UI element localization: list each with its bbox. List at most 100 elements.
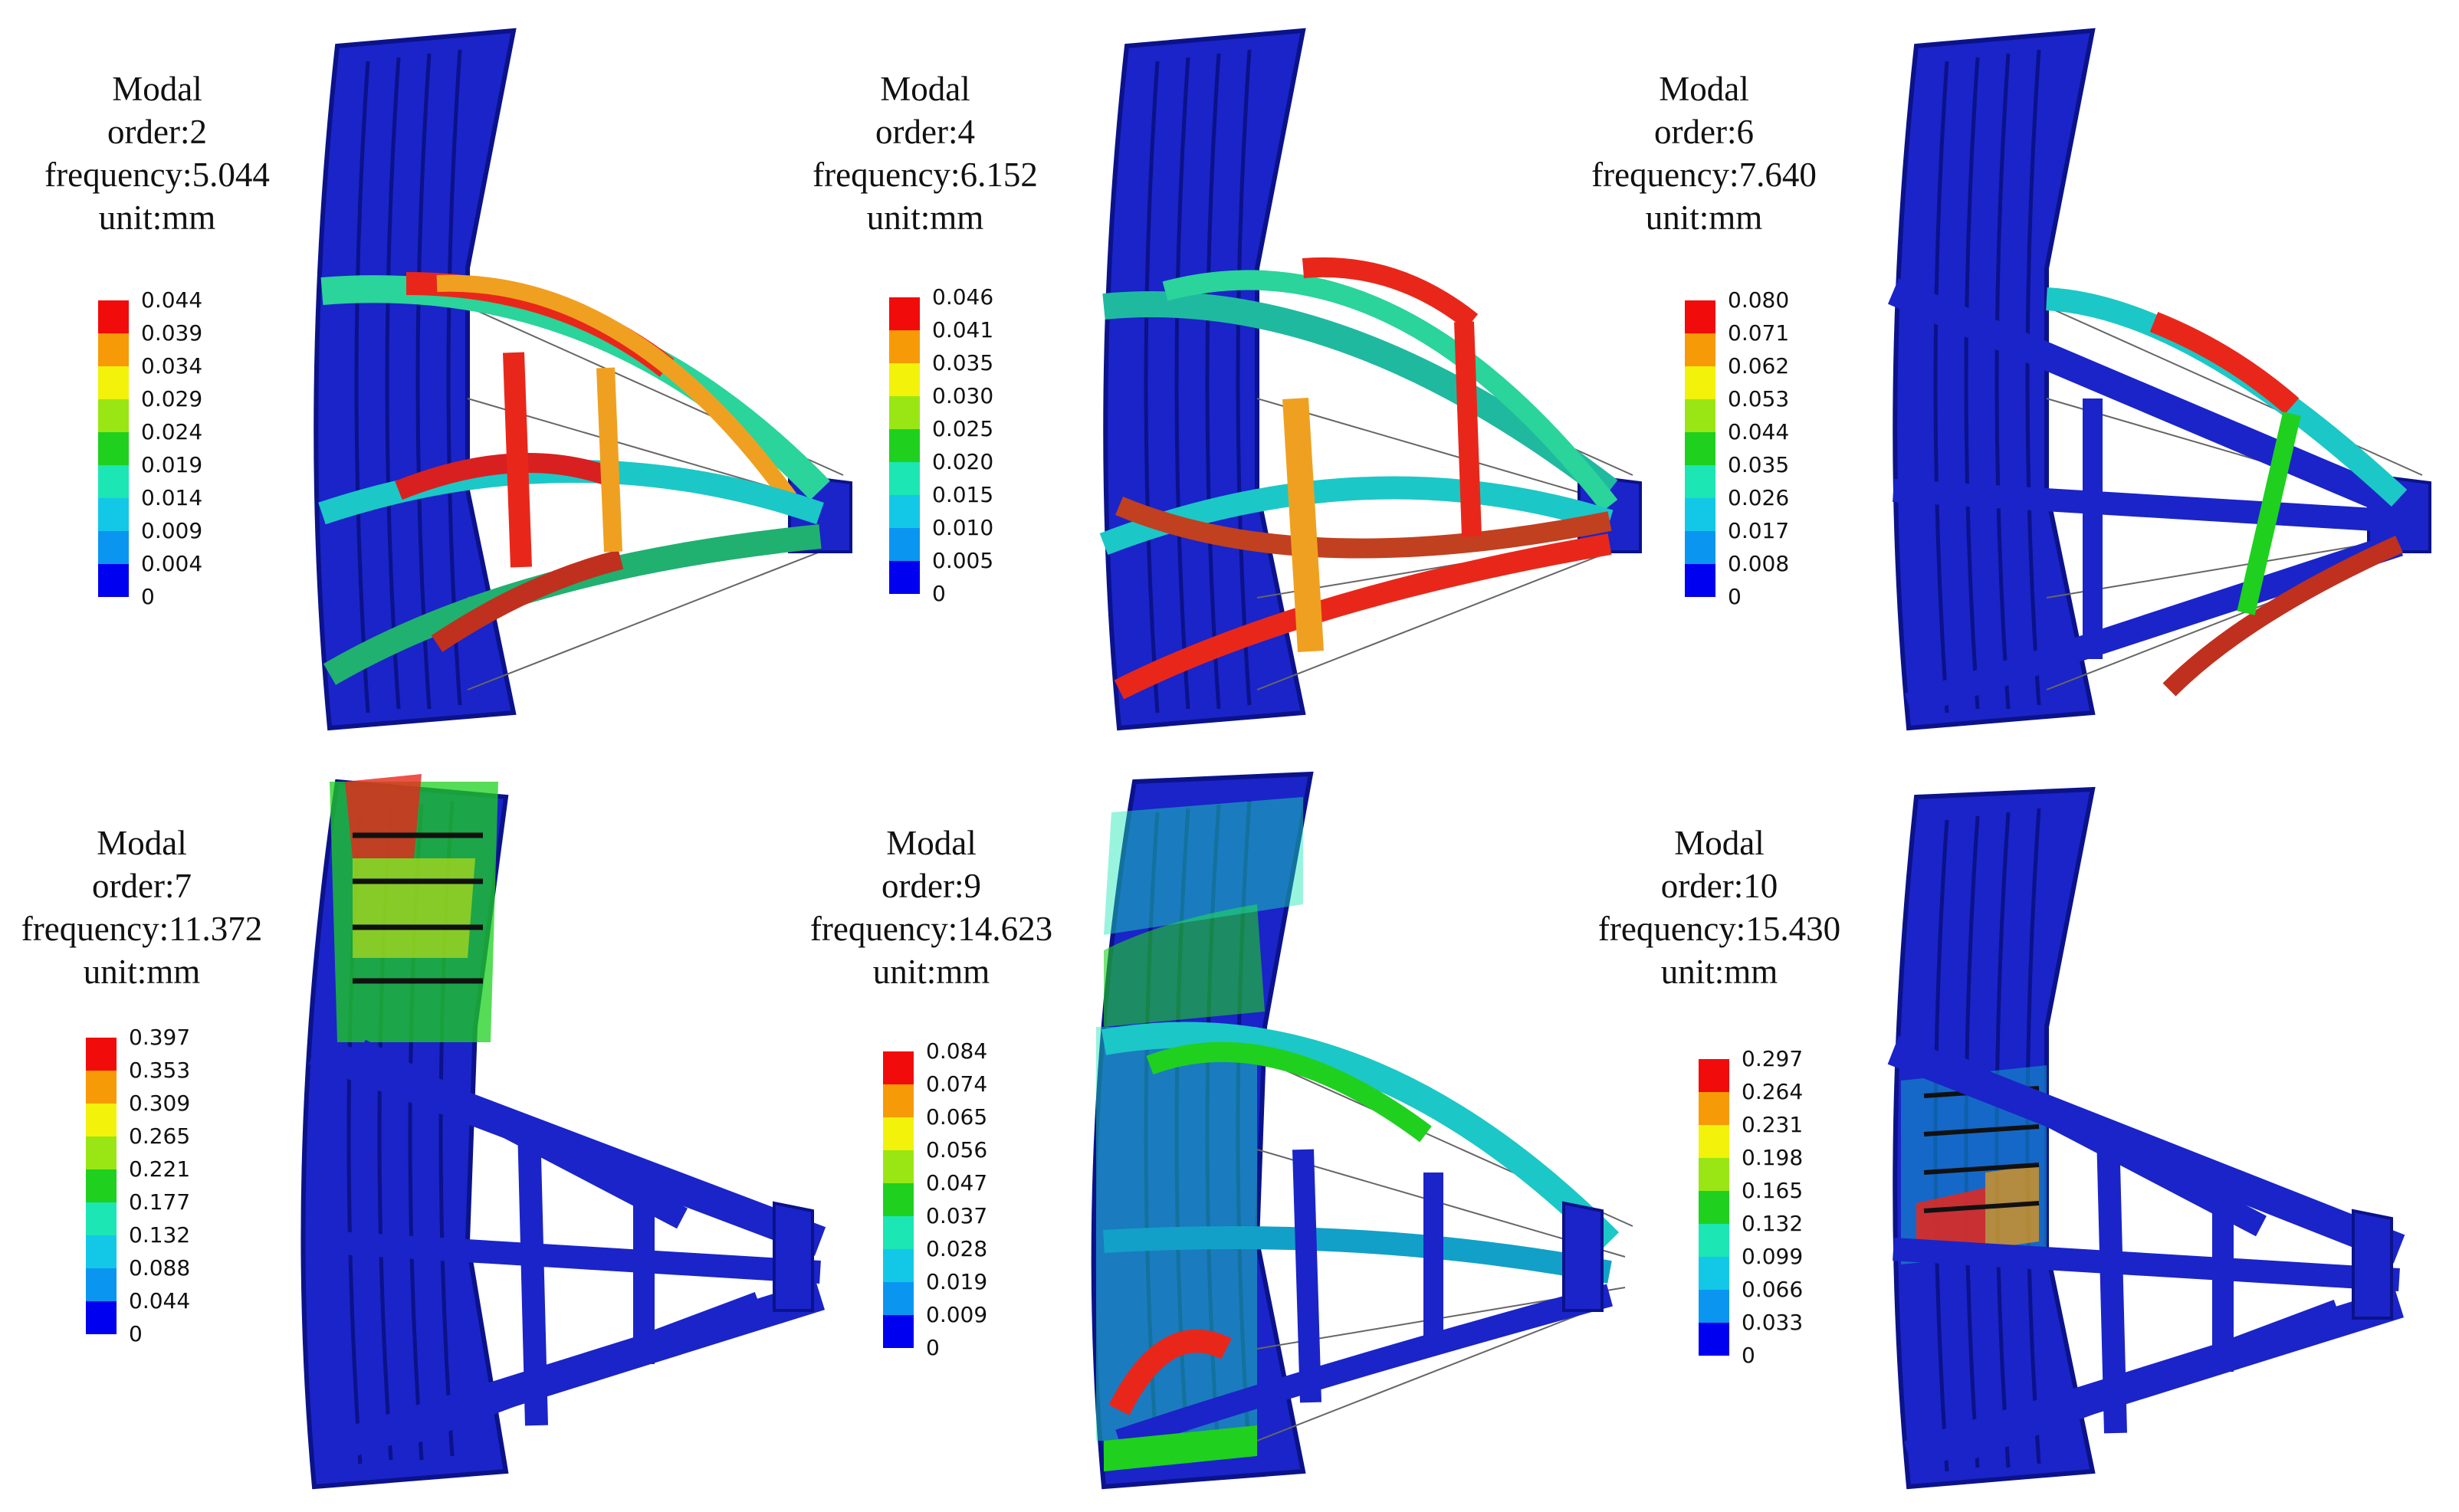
mid-chord xyxy=(1893,479,2400,533)
legend-label: 0.198 xyxy=(1742,1145,1804,1170)
legend-label: 0.035 xyxy=(1728,452,1790,477)
vertical-member xyxy=(1454,321,1482,537)
upper-chord xyxy=(1101,1022,1620,1251)
legend-label: 0.037 xyxy=(926,1203,988,1228)
panel-title: Modal order:2 frequency:5.044 unit:mm xyxy=(31,67,284,239)
legend-label: 0.015 xyxy=(932,482,994,507)
top-panel-hot xyxy=(345,774,422,858)
title-frequency: frequency:11.372 xyxy=(21,910,263,948)
legend-label: 0.297 xyxy=(1742,1046,1804,1071)
legend-swatch-red xyxy=(889,297,920,330)
legend-label: 0 xyxy=(932,581,946,606)
legend-swatch-yellow-green xyxy=(889,396,920,429)
lower-chord-2 xyxy=(386,1291,763,1452)
lower-chord-green xyxy=(1104,1425,1257,1471)
legend-swatch-teal xyxy=(1685,465,1715,498)
legend-swatch-green xyxy=(98,432,129,465)
legend-label: 0.010 xyxy=(932,515,994,540)
legend-swatch-teal xyxy=(86,1202,117,1235)
legend-label: 0.041 xyxy=(932,317,994,343)
title-order: order:6 xyxy=(1654,113,1754,151)
legend-swatch-green xyxy=(1685,432,1715,465)
upper-chord xyxy=(1887,278,2405,519)
legend-label: 0.004 xyxy=(141,551,203,576)
title-frequency: frequency:7.640 xyxy=(1591,156,1817,194)
column-panel xyxy=(314,28,517,731)
lower-chord-2 xyxy=(1965,1299,2342,1460)
legend-label: 0 xyxy=(1742,1343,1755,1368)
legend-swatch-green xyxy=(86,1169,117,1202)
legend-swatch-yellow xyxy=(98,366,129,399)
legend-label: 0 xyxy=(926,1335,940,1360)
legend-label: 0.132 xyxy=(1742,1211,1804,1236)
legend-label: 0.030 xyxy=(932,383,994,408)
panel-title: Modal order:4 frequency:6.152 unit:mm xyxy=(799,67,1052,239)
legend-swatch-red xyxy=(98,300,129,333)
title-unit: unit:mm xyxy=(83,953,201,991)
legend-swatch-teal xyxy=(883,1216,914,1249)
title-modal: Modal xyxy=(1659,70,1749,108)
legend-swatch-light-blue xyxy=(883,1282,914,1315)
title-unit: unit:mm xyxy=(1645,198,1763,237)
vertical-member xyxy=(1292,1149,1321,1403)
upper-chord-2 xyxy=(1146,1041,1432,1143)
vertical-member xyxy=(503,352,532,568)
legend-swatch-red xyxy=(1685,300,1715,333)
legend-swatch-blue xyxy=(883,1315,914,1348)
legend-label: 0.265 xyxy=(129,1123,191,1149)
lower-chord-hot xyxy=(431,549,624,652)
legend-label: 0 xyxy=(141,584,155,609)
legend-label: 0.009 xyxy=(141,518,203,543)
legend-label: 0.221 xyxy=(129,1156,191,1182)
legend-label: 0.033 xyxy=(1742,1310,1804,1335)
vertical-member xyxy=(596,367,622,553)
tip-block xyxy=(1562,1201,1604,1312)
legend-swatch-yellow xyxy=(1699,1125,1729,1158)
legend-swatch-light-blue xyxy=(1699,1290,1729,1323)
panel-ribs xyxy=(1144,49,1252,713)
legend-swatch-blue xyxy=(1685,564,1715,597)
column-panel xyxy=(1893,28,2096,731)
legend-swatch-light-blue xyxy=(86,1268,117,1301)
legend-swatch-green xyxy=(883,1183,914,1216)
legend-swatch-yellow xyxy=(883,1117,914,1150)
panel-ribs xyxy=(346,800,455,1464)
legend-label: 0.044 xyxy=(141,287,203,313)
panel-ribs xyxy=(354,49,462,713)
title-unit: unit:mm xyxy=(872,953,990,991)
legend-swatch-orange xyxy=(889,330,920,363)
legend-swatch-blue xyxy=(98,564,129,597)
legend-label: 0.080 xyxy=(1728,287,1790,313)
upper-chord-hot xyxy=(2149,312,2300,415)
panel-ribs xyxy=(1933,49,2041,713)
mid-chord-2 xyxy=(1115,496,1612,559)
legend-swatch-cyan xyxy=(883,1249,914,1282)
deformed-structure-model xyxy=(1887,786,2405,1490)
legend-swatch-yellow-green xyxy=(1699,1158,1729,1191)
legend-swatch-yellow xyxy=(1685,366,1715,399)
lower-chord-deformed xyxy=(2162,536,2403,697)
upper-chord-hot xyxy=(1302,257,1479,330)
legend-swatch-red xyxy=(1699,1059,1729,1092)
legend-label: 0.074 xyxy=(926,1071,988,1097)
legend-label: 0.044 xyxy=(1728,419,1790,444)
legend-label: 0.026 xyxy=(1728,485,1790,510)
vertical-member xyxy=(517,1126,548,1426)
legend-swatch-yellow xyxy=(889,363,920,396)
legend-label: 0.047 xyxy=(926,1170,988,1195)
legend-label: 0.014 xyxy=(141,485,203,510)
legend-label: 0.066 xyxy=(1742,1277,1804,1302)
legend-label: 0.008 xyxy=(1728,551,1790,576)
mid-chord xyxy=(314,1230,821,1284)
title-frequency: frequency:6.152 xyxy=(813,156,1038,194)
legend-swatch-blue xyxy=(1699,1323,1729,1356)
top-panel-teal xyxy=(1104,797,1303,935)
legend-swatch-yellow-green xyxy=(86,1136,117,1169)
legend-swatch-green xyxy=(1699,1191,1729,1224)
title-order: order:7 xyxy=(92,867,192,905)
legend-label: 0.231 xyxy=(1742,1112,1804,1137)
diagonal-member xyxy=(2237,412,2301,615)
title-order: order:4 xyxy=(875,113,975,151)
legend-label: 0.005 xyxy=(932,548,994,573)
